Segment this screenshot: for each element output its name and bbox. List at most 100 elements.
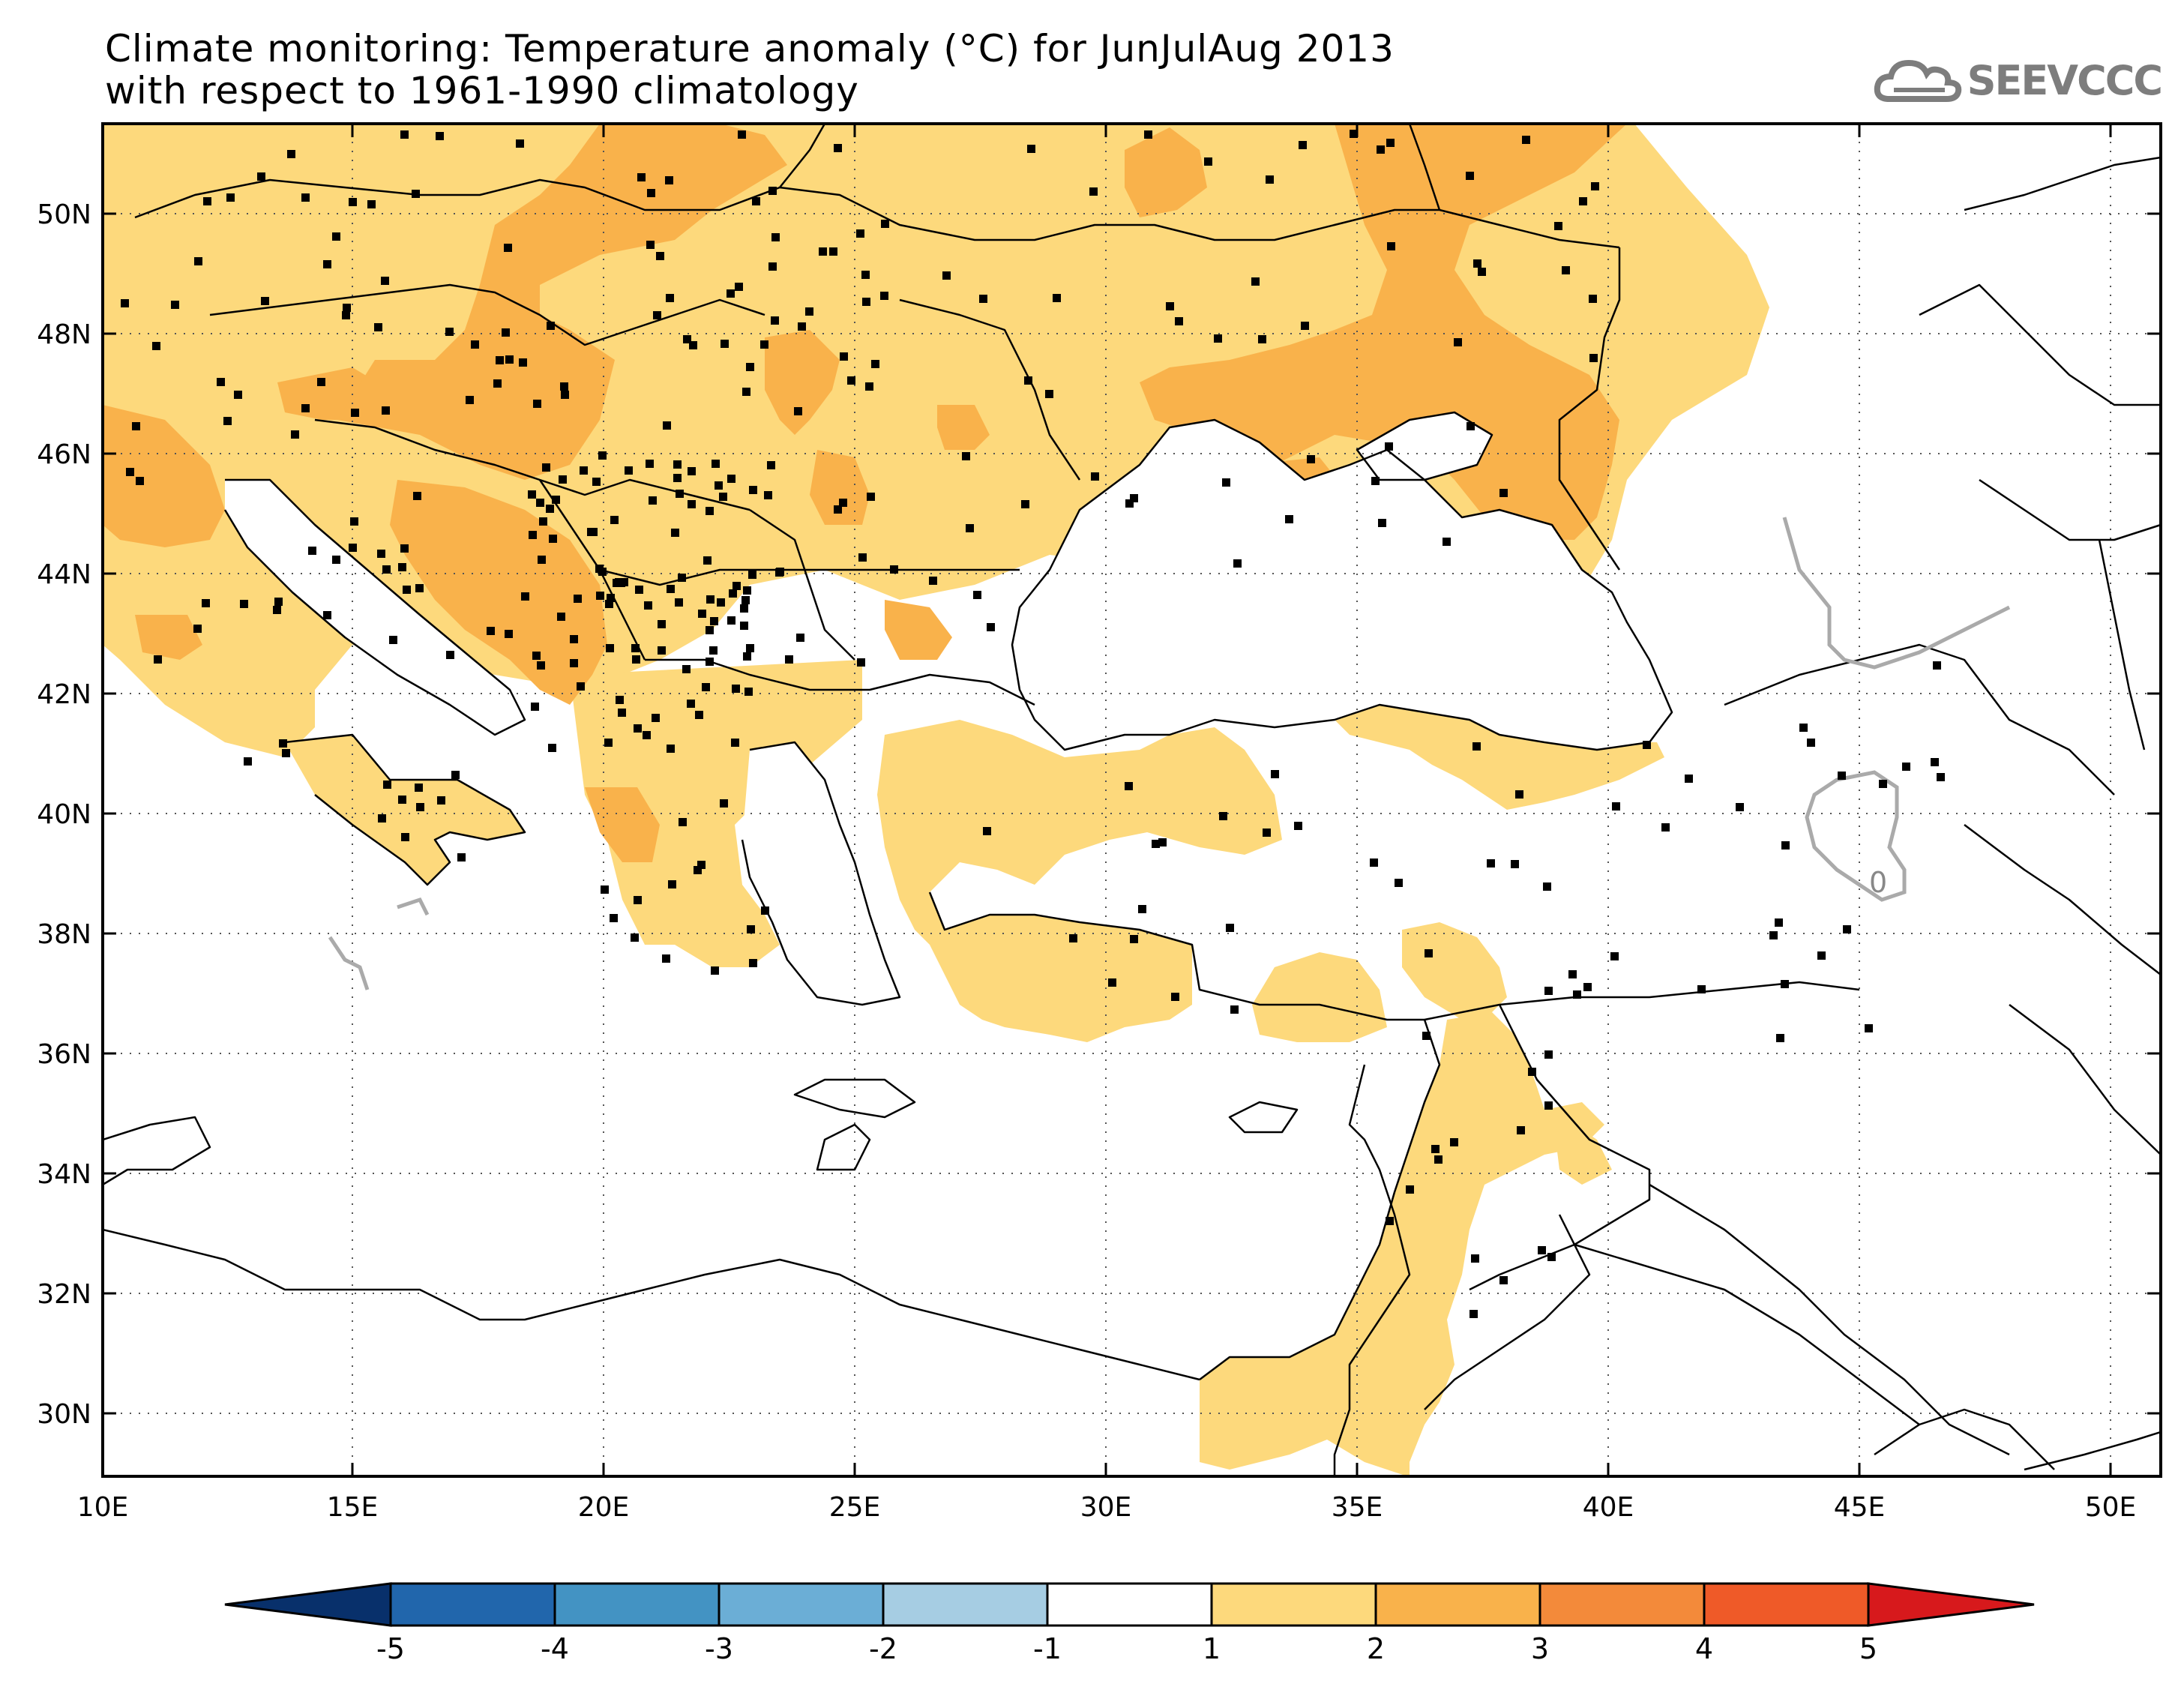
station-marker xyxy=(403,586,411,594)
station-marker xyxy=(1643,741,1651,749)
station-marker xyxy=(1538,1246,1546,1254)
station-marker xyxy=(1222,478,1230,487)
station-marker xyxy=(1258,335,1266,343)
station-marker xyxy=(1466,422,1475,430)
station-marker xyxy=(663,421,671,430)
station-marker xyxy=(646,241,655,249)
sea-mask xyxy=(225,412,1672,1005)
station-marker xyxy=(516,139,524,148)
station-marker xyxy=(1214,334,1222,343)
station-marker xyxy=(746,644,754,652)
station-marker xyxy=(687,700,695,708)
station-marker xyxy=(595,565,604,573)
station-marker xyxy=(729,589,737,598)
station-marker xyxy=(378,814,386,823)
station-marker xyxy=(776,568,784,576)
station-marker xyxy=(282,749,290,757)
station-marker xyxy=(643,731,651,739)
station-marker xyxy=(415,584,424,592)
station-marker xyxy=(1579,197,1587,205)
station-marker xyxy=(732,582,741,590)
station-marker xyxy=(962,452,970,460)
station-marker xyxy=(1138,905,1146,913)
station-marker xyxy=(858,553,867,562)
station-marker xyxy=(607,594,615,602)
station-marker xyxy=(1865,1024,1873,1032)
station-marker xyxy=(840,352,848,361)
station-marker xyxy=(1472,742,1481,751)
station-marker xyxy=(735,283,743,291)
station-marker xyxy=(1685,775,1693,783)
station-marker xyxy=(193,625,202,633)
station-marker xyxy=(1499,489,1508,497)
colorbar-label: 2 xyxy=(1367,1632,1385,1665)
station-marker xyxy=(596,592,604,600)
station-marker xyxy=(1478,268,1486,276)
station-marker xyxy=(1443,538,1451,546)
colorbar-label: 3 xyxy=(1531,1632,1549,1665)
station-marker xyxy=(646,460,654,468)
station-marker xyxy=(332,232,340,241)
map-plot-area: 0 xyxy=(103,124,2161,1476)
station-marker xyxy=(805,307,813,316)
lon-tick-label: 40E xyxy=(1583,1492,1634,1523)
station-marker xyxy=(613,579,621,587)
colorbar-label: 4 xyxy=(1695,1632,1713,1665)
station-marker xyxy=(413,492,421,500)
station-marker xyxy=(261,297,269,305)
station-marker xyxy=(377,550,385,558)
station-marker xyxy=(715,481,723,490)
lon-tick-label: 50E xyxy=(2085,1492,2137,1523)
station-marker xyxy=(694,866,702,874)
station-marker xyxy=(966,524,974,532)
lon-tick-label: 15E xyxy=(327,1492,379,1523)
station-marker xyxy=(865,382,873,391)
station-marker xyxy=(1045,390,1053,398)
station-marker xyxy=(1807,739,1815,747)
station-marker xyxy=(1299,141,1307,149)
station-marker xyxy=(706,626,714,634)
station-marker xyxy=(1027,145,1035,153)
station-marker xyxy=(712,460,720,468)
station-marker xyxy=(649,496,657,505)
map-title-line-1: Climate monitoring: Temperature anomaly … xyxy=(105,27,1395,70)
station-marker xyxy=(274,598,283,606)
colorbar xyxy=(224,1582,2035,1627)
lat-tick-label: 44N xyxy=(37,559,91,590)
colorbar-labels: -5 -4 -3 -2 -1 1 2 3 4 5 xyxy=(376,1632,1877,1665)
station-marker xyxy=(688,467,696,475)
map-frame xyxy=(101,122,2162,1478)
station-marker xyxy=(631,933,639,942)
station-marker xyxy=(829,247,837,256)
station-marker xyxy=(847,376,855,385)
station-marker xyxy=(768,187,777,195)
colorbar-label: -1 xyxy=(1033,1632,1062,1665)
station-marker xyxy=(727,616,735,625)
station-marker xyxy=(1769,931,1778,939)
station-marker xyxy=(771,233,780,241)
colorbar-label: -4 xyxy=(541,1632,569,1665)
station-marker xyxy=(1285,515,1293,523)
station-marker xyxy=(1152,840,1160,848)
station-marker xyxy=(1307,455,1315,463)
station-marker xyxy=(1937,773,1945,781)
station-marker xyxy=(152,342,160,350)
lat-tick-label: 40N xyxy=(37,799,91,830)
station-marker xyxy=(1130,935,1138,943)
station-marker xyxy=(720,799,728,808)
station-marker xyxy=(1522,136,1530,144)
station-marker xyxy=(652,714,660,722)
station-marker xyxy=(710,617,718,625)
station-marker xyxy=(1589,295,1597,303)
colorbar-swatch xyxy=(1210,1582,1377,1627)
map-title-line-2: with respect to 1961-1990 climatology xyxy=(105,69,859,112)
station-marker xyxy=(451,771,460,779)
station-marker xyxy=(587,528,595,536)
station-marker xyxy=(743,652,751,661)
station-marker xyxy=(1263,829,1271,837)
station-marker xyxy=(504,244,512,252)
station-marker xyxy=(1487,859,1495,867)
station-marker xyxy=(538,556,546,564)
station-marker xyxy=(656,252,664,260)
colorbar-swatch xyxy=(1538,1582,1706,1627)
